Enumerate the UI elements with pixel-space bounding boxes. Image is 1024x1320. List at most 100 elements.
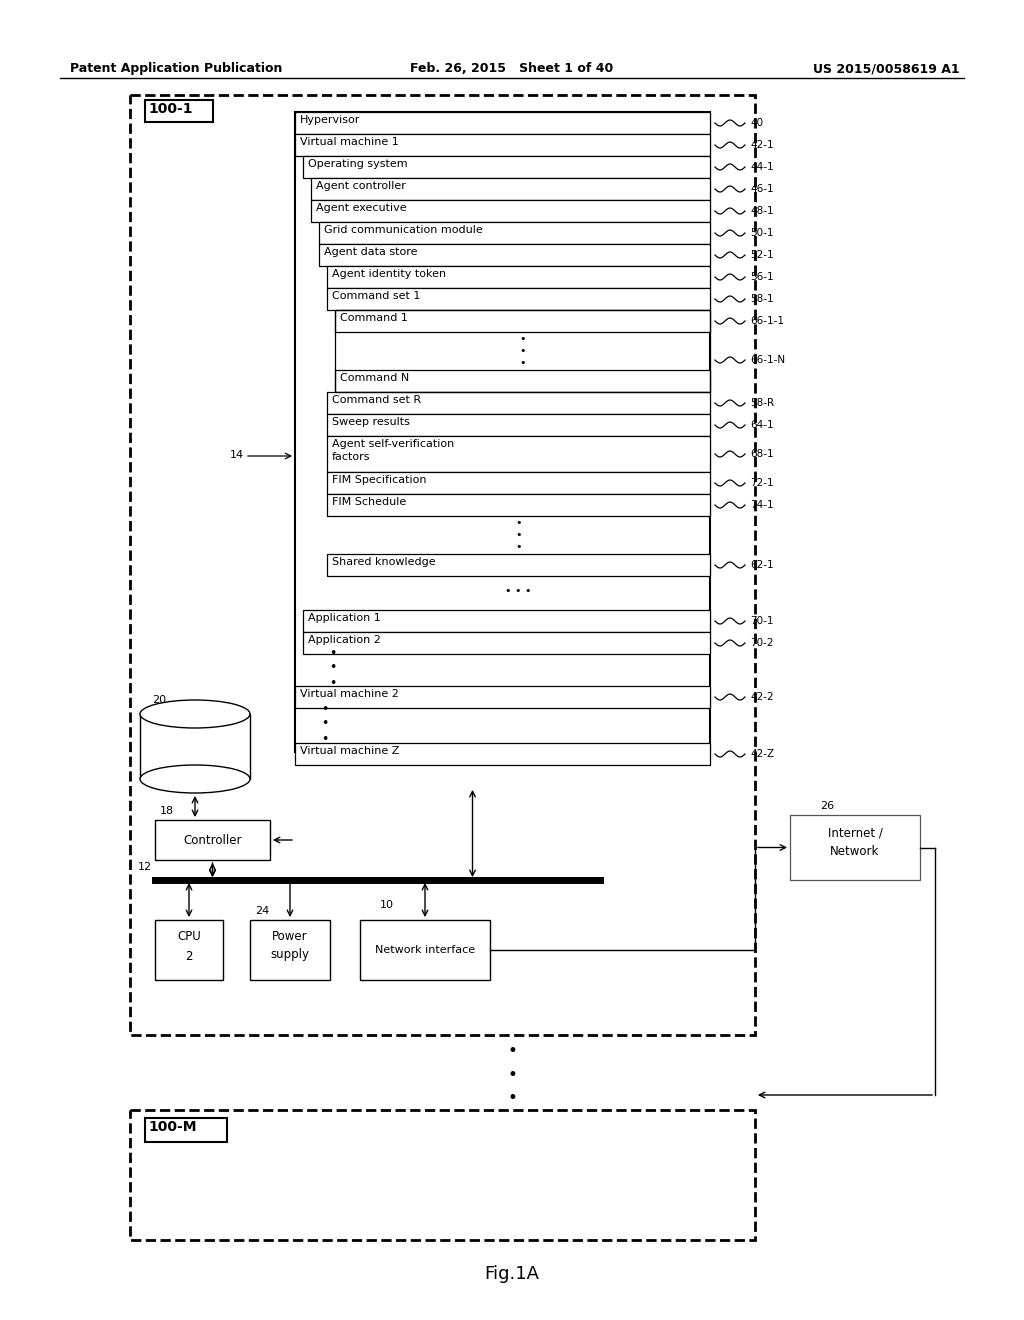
Text: 56-1: 56-1 xyxy=(750,272,773,282)
Bar xyxy=(327,554,710,576)
Ellipse shape xyxy=(140,766,250,793)
Text: •
•
•: • • • xyxy=(507,1041,517,1107)
Text: 10: 10 xyxy=(380,900,394,909)
Ellipse shape xyxy=(140,700,250,729)
Text: Virtual machine 1: Virtual machine 1 xyxy=(300,137,398,147)
Bar xyxy=(335,310,710,333)
Text: US 2015/0058619 A1: US 2015/0058619 A1 xyxy=(813,62,961,75)
Text: 42-Z: 42-Z xyxy=(750,748,774,759)
Text: Command N: Command N xyxy=(340,374,410,383)
Bar xyxy=(303,156,710,178)
Text: 48-1: 48-1 xyxy=(750,206,773,216)
Text: Agent executive: Agent executive xyxy=(316,203,407,213)
Text: Grid communication module: Grid communication module xyxy=(324,224,482,235)
Bar xyxy=(327,288,710,310)
Text: •
•
•: • • • xyxy=(330,647,337,689)
Text: 68-1: 68-1 xyxy=(750,449,773,459)
Text: 42-1: 42-1 xyxy=(750,140,773,150)
Text: Patent Application Publication: Patent Application Publication xyxy=(70,62,283,75)
Text: 58-1: 58-1 xyxy=(750,294,773,304)
Bar xyxy=(250,920,330,979)
Text: 50-1: 50-1 xyxy=(750,228,773,238)
Text: Agent identity token: Agent identity token xyxy=(332,269,446,279)
Text: 66-1-1: 66-1-1 xyxy=(750,315,784,326)
Text: Fig.1A: Fig.1A xyxy=(484,1265,540,1283)
Text: 70-2: 70-2 xyxy=(750,638,773,648)
Bar xyxy=(327,494,710,516)
Text: 72-1: 72-1 xyxy=(750,478,773,488)
Text: 12: 12 xyxy=(138,862,153,873)
Text: 20: 20 xyxy=(152,696,166,705)
Text: Network: Network xyxy=(830,845,880,858)
Text: FIM Schedule: FIM Schedule xyxy=(332,498,407,507)
Text: Hypervisor: Hypervisor xyxy=(300,115,360,125)
Text: 58-R: 58-R xyxy=(750,399,774,408)
Bar xyxy=(327,436,710,473)
Bar xyxy=(130,95,755,1035)
Bar xyxy=(295,112,710,752)
Text: Internet /: Internet / xyxy=(827,828,883,840)
Bar xyxy=(145,100,213,121)
Bar xyxy=(295,112,710,135)
Bar xyxy=(295,743,710,766)
Bar xyxy=(303,632,710,653)
Text: Command 1: Command 1 xyxy=(340,313,408,323)
Text: 24: 24 xyxy=(255,906,269,916)
Text: Network interface: Network interface xyxy=(375,945,475,954)
Text: 74-1: 74-1 xyxy=(750,500,773,510)
Bar xyxy=(360,920,490,979)
Text: Agent self-verification: Agent self-verification xyxy=(332,440,455,449)
Bar xyxy=(327,392,710,414)
Bar xyxy=(327,414,710,436)
Text: 14: 14 xyxy=(230,450,244,459)
Text: Operating system: Operating system xyxy=(308,158,408,169)
Text: supply: supply xyxy=(270,948,309,961)
Text: 100-1: 100-1 xyxy=(148,102,193,116)
Text: FIM Specification: FIM Specification xyxy=(332,475,427,484)
Bar xyxy=(303,610,710,632)
Text: Shared knowledge: Shared knowledge xyxy=(332,557,435,568)
Text: 100-M: 100-M xyxy=(148,1119,197,1134)
Text: factors: factors xyxy=(332,451,371,462)
Bar xyxy=(319,222,710,244)
Text: • • •: • • • xyxy=(505,586,531,597)
Text: Virtual machine 2: Virtual machine 2 xyxy=(300,689,399,700)
Bar xyxy=(335,370,710,392)
Bar xyxy=(327,267,710,288)
Text: Command set 1: Command set 1 xyxy=(332,290,421,301)
Text: •
•
•: • • • xyxy=(519,334,525,368)
Text: 18: 18 xyxy=(160,807,174,816)
Bar xyxy=(311,201,710,222)
Bar xyxy=(145,1118,227,1142)
Bar xyxy=(155,920,223,979)
Text: Command set R: Command set R xyxy=(332,395,421,405)
Text: Power: Power xyxy=(272,931,308,942)
Text: 64-1: 64-1 xyxy=(750,420,773,430)
Text: Feb. 26, 2015   Sheet 1 of 40: Feb. 26, 2015 Sheet 1 of 40 xyxy=(411,62,613,75)
Text: •
•
•: • • • xyxy=(322,702,329,746)
Bar xyxy=(311,178,710,201)
Text: Application 2: Application 2 xyxy=(308,635,381,645)
Bar xyxy=(140,714,250,779)
Text: 2: 2 xyxy=(185,950,193,964)
Text: 46-1: 46-1 xyxy=(750,183,773,194)
Bar xyxy=(295,135,710,156)
Bar xyxy=(319,244,710,267)
Text: 44-1: 44-1 xyxy=(750,162,773,172)
Text: Sweep results: Sweep results xyxy=(332,417,410,426)
Text: 26: 26 xyxy=(820,801,835,810)
Text: 66-1-N: 66-1-N xyxy=(750,355,785,366)
Text: •
•
•: • • • xyxy=(515,517,522,552)
Text: Agent controller: Agent controller xyxy=(316,181,406,191)
Text: 52-1: 52-1 xyxy=(750,249,773,260)
Text: Application 1: Application 1 xyxy=(308,612,381,623)
Bar xyxy=(130,1110,755,1239)
Text: CPU: CPU xyxy=(177,931,201,942)
Text: Agent data store: Agent data store xyxy=(324,247,418,257)
Bar xyxy=(790,814,920,880)
Text: 62-1: 62-1 xyxy=(750,560,773,570)
Text: 70-1: 70-1 xyxy=(750,616,773,626)
Bar xyxy=(155,820,270,861)
Text: Controller: Controller xyxy=(183,833,242,846)
Text: 40: 40 xyxy=(750,117,763,128)
